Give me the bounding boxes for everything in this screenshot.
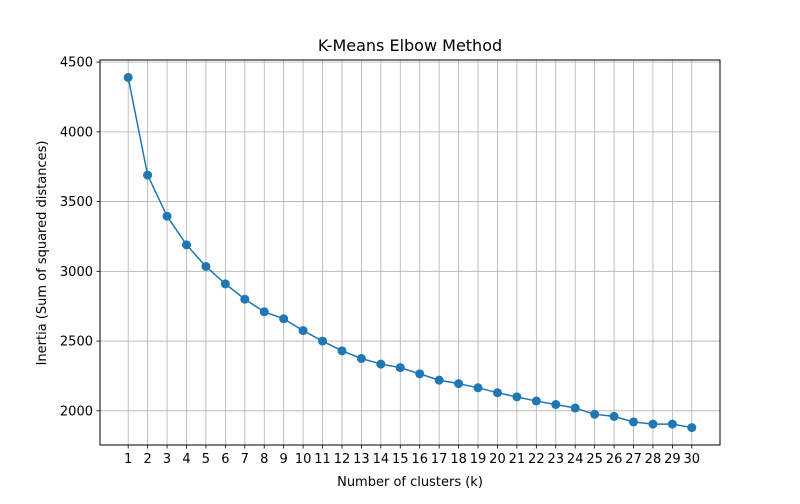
x-tick-label: 27 (625, 452, 642, 467)
x-tick-label: 17 (431, 452, 448, 467)
data-point (590, 409, 600, 419)
x-tick-label: 26 (606, 452, 623, 467)
data-point (318, 336, 328, 346)
data-point (629, 417, 639, 427)
x-tick-label: 4 (182, 452, 190, 467)
x-tick-label: 5 (202, 452, 210, 467)
plot-area (100, 60, 720, 445)
data-point (298, 326, 308, 336)
data-point (337, 346, 347, 356)
x-tick-label: 15 (392, 452, 409, 467)
x-tick-label: 20 (489, 452, 506, 467)
x-tick-label: 23 (547, 452, 564, 467)
x-tick-label: 21 (509, 452, 526, 467)
data-point (434, 375, 444, 385)
data-point (492, 388, 502, 398)
x-tick-label: 12 (334, 452, 351, 467)
data-point (123, 72, 133, 82)
data-point (551, 400, 561, 410)
x-tick-label: 22 (528, 452, 545, 467)
x-tick-label: 29 (664, 452, 681, 467)
x-tick-label: 6 (221, 452, 229, 467)
x-tick-label: 1 (124, 452, 132, 467)
x-tick-label: 9 (280, 452, 288, 467)
x-tick-label: 18 (450, 452, 467, 467)
data-point (201, 261, 211, 271)
x-tick-label: 30 (684, 452, 701, 467)
y-tick-label: 2000 (60, 404, 93, 419)
data-point (376, 359, 386, 369)
data-point (454, 379, 464, 389)
y-tick-label: 4000 (60, 125, 93, 140)
data-point (473, 383, 483, 393)
x-tick-label: 13 (353, 452, 370, 467)
x-tick-label: 19 (470, 452, 487, 467)
data-point (648, 419, 658, 429)
data-point (259, 307, 269, 317)
y-tick-label: 3000 (60, 265, 93, 280)
x-tick-label: 8 (260, 452, 268, 467)
x-tick-label: 10 (295, 452, 312, 467)
tick-layer: 1 2 3 4 5 6 7 8 9 10 11 12 13 14 15 16 17 18 19 20 21 22 23 24 2… (60, 56, 700, 467)
data-point (240, 294, 250, 304)
x-tick-label: 3 (163, 452, 171, 467)
y-axis-label: Inertia (Sum of squared distances) (35, 141, 50, 366)
y-tick-label: 3500 (60, 195, 93, 210)
data-point (143, 170, 153, 180)
data-point (162, 211, 172, 221)
x-tick-label: 11 (314, 452, 331, 467)
data-point (687, 423, 697, 433)
data-point (181, 240, 191, 250)
x-tick-label: 28 (645, 452, 662, 467)
x-tick-label: 16 (411, 452, 428, 467)
chart-title: K-Means Elbow Method (318, 36, 502, 55)
data-point (531, 396, 541, 406)
y-tick-label: 4500 (60, 56, 93, 71)
plot-frame (99, 59, 721, 446)
x-tick-label: 7 (241, 452, 249, 467)
x-tick-label: 14 (373, 452, 390, 467)
data-point (279, 314, 289, 324)
data-point (512, 392, 522, 402)
data-point (415, 369, 425, 379)
data-point (609, 411, 619, 421)
x-tick-label: 2 (143, 452, 151, 467)
data-point (395, 363, 405, 373)
data-point (667, 419, 677, 429)
data-point (220, 279, 230, 289)
series-layer (123, 72, 697, 433)
y-tick-label: 2500 (60, 335, 93, 350)
data-point (570, 403, 580, 413)
x-axis-label: Number of clusters (k) (337, 475, 483, 490)
data-point (356, 354, 366, 364)
x-tick-label: 25 (586, 452, 603, 467)
x-tick-label: 24 (567, 452, 584, 467)
